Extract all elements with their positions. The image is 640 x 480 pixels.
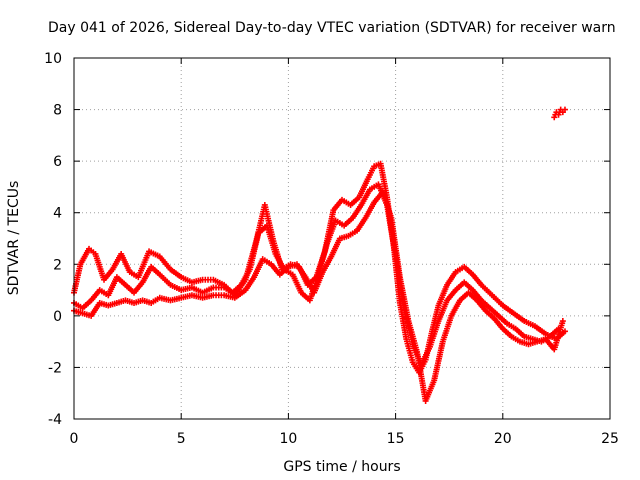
x-axis-label: GPS time / hours	[283, 459, 400, 475]
y-tick-label: 6	[53, 154, 62, 170]
y-tick-label: -2	[48, 360, 62, 376]
plot-area: 0 5 10 15 20 25 -4 -2 0 2 4 6 8 10	[44, 51, 619, 447]
data-series	[71, 106, 568, 404]
series-2	[71, 181, 562, 368]
y-tick-labels: -4 -2 0 2 4 6 8 10	[44, 51, 62, 428]
x-tick-label: 10	[279, 431, 297, 447]
chart-title: Day 041 of 2026, Sidereal Day-to-day VTE…	[48, 20, 616, 36]
y-tick-label: -4	[48, 412, 62, 428]
data-point	[559, 318, 566, 325]
series-4	[551, 106, 568, 121]
y-tick-label: 10	[44, 51, 62, 67]
y-tick-label: 2	[53, 257, 62, 273]
x-tick-label: 25	[601, 431, 619, 447]
plot-frame	[73, 57, 611, 420]
x-tick-labels: 0 5 10 15 20 25	[70, 431, 619, 447]
y-tick-label: 8	[53, 103, 62, 119]
y-tick-label: 4	[53, 206, 62, 222]
x-tick-label: 20	[494, 431, 512, 447]
y-axis-label: SDTVAR / TECUs	[6, 181, 22, 296]
x-tick-label: 5	[177, 431, 186, 447]
series-3	[71, 189, 566, 404]
x-tick-label: 0	[70, 431, 79, 447]
grid-lines	[74, 58, 610, 419]
data-point	[561, 328, 568, 335]
y-tick-label: 0	[53, 309, 62, 325]
x-tick-label: 15	[387, 431, 405, 447]
data-point	[561, 106, 568, 113]
